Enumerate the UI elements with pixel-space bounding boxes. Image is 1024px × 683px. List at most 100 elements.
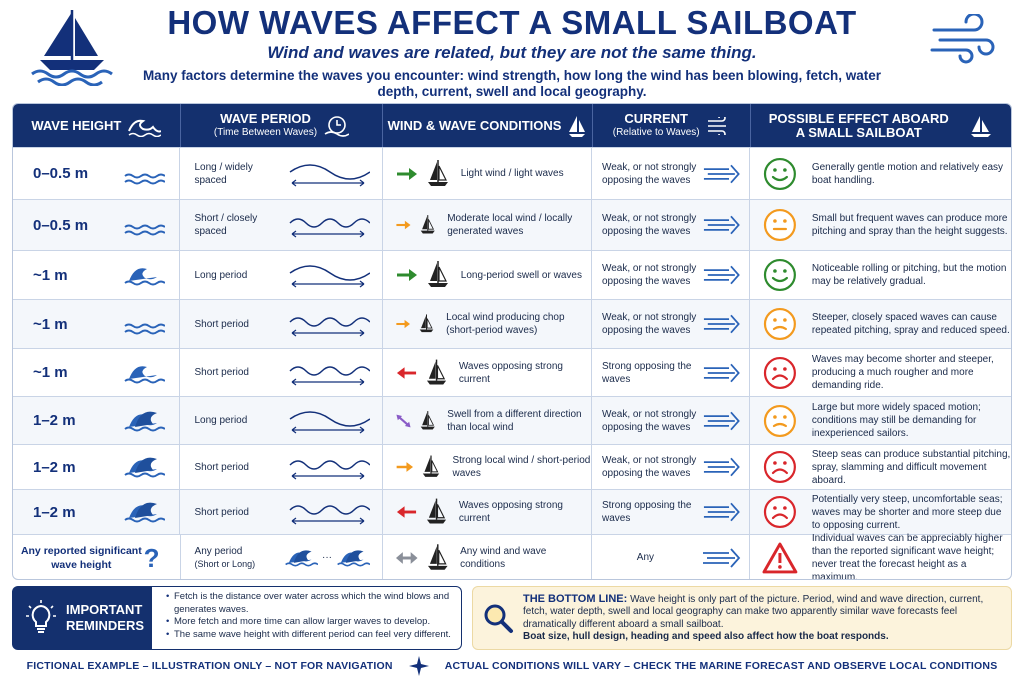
magnifier-icon — [473, 601, 523, 635]
wave-icon — [124, 457, 166, 478]
wave-period-icon — [289, 265, 370, 288]
wave-height-value: ~1 m — [33, 315, 68, 333]
table-body: 0–0.5 m Long / widely spaced Light wind / … — [13, 147, 1011, 579]
wave-height-cell: 1–2 m — [13, 490, 181, 534]
current-icon — [704, 215, 741, 235]
wave-height-cell: 1–2 m — [13, 445, 181, 489]
conditions-cell: Moderate local wind / locally generated … — [383, 200, 592, 250]
smiley-face-icon — [763, 307, 796, 341]
smiley-face-icon — [763, 450, 796, 484]
current-value: Weak, or not strongly opposing the waves — [601, 312, 697, 336]
wave-period-value: Short / closely spaced — [194, 213, 258, 237]
direction-arrow-icon — [395, 551, 418, 564]
wave-period-sub: (Short or Long) — [194, 558, 256, 569]
reminders-title: IMPORTANT — [66, 602, 143, 617]
current-icon — [704, 457, 741, 477]
conditions-value: Light wind / light waves — [460, 168, 564, 179]
wave-period-value: Short period — [194, 318, 249, 330]
sailboat-icon — [427, 261, 448, 287]
wave-period-value: Any period — [194, 545, 243, 557]
conditions-cell: Local wind producing chop (short-period … — [383, 300, 592, 348]
sailboat-icon — [426, 498, 446, 524]
smiley-face-icon — [763, 157, 796, 190]
current-icon — [707, 116, 726, 135]
effect-value: Potentially very steep, uncomfortable se… — [811, 493, 1003, 531]
sailboat-icon — [970, 115, 991, 137]
table-row: 1–2 m Short period Waves opposing strong c… — [13, 489, 1011, 534]
effect-value: Large but more widely spaced motion; con… — [811, 402, 981, 439]
wind-icon — [930, 14, 995, 64]
table-row: ~1 m Short period Local wind producing cho… — [13, 299, 1011, 348]
effect-value: Small but frequent waves can produce mor… — [811, 213, 1008, 237]
conditions-cell: Long-period swell or waves — [383, 251, 592, 299]
current-cell: Weak, or not strongly opposing the waves — [592, 200, 750, 250]
conditions-value: Swell from a different direction than lo… — [447, 408, 582, 433]
direction-arrow-icon — [396, 462, 413, 472]
current-icon — [704, 502, 741, 522]
current-icon — [704, 411, 741, 430]
conditions-cell: Waves opposing strong current — [383, 490, 592, 534]
direction-arrow-icon — [396, 319, 410, 329]
header-sublabel: (Time Between Waves) — [213, 126, 318, 138]
wave-icon — [124, 224, 166, 236]
header-label: WAVE HEIGHT — [31, 117, 122, 133]
conditions-cell: Any wind and wave conditions — [383, 535, 593, 579]
table-row: 1–2 m Long period Swell from a different d… — [13, 396, 1011, 444]
conditions-cell: Waves opposing strong current — [383, 349, 592, 396]
sailboat-icon — [427, 543, 448, 570]
reminder-item: More fetch and more time can allow large… — [166, 616, 453, 629]
current-icon — [704, 363, 741, 382]
wave-icon — [128, 119, 162, 137]
current-cell: Weak, or not strongly opposing the waves — [592, 397, 750, 444]
wave-period-icon — [289, 163, 370, 186]
sailboat-icon — [420, 410, 435, 429]
wave-period-cell: Long period — [180, 251, 383, 299]
effect-cell: Individual waves can be appreciably high… — [750, 533, 1011, 579]
bottom-line-text: THE BOTTOM LINE: Wave height is only par… — [523, 593, 1011, 644]
direction-arrow-icon — [396, 506, 416, 518]
sailboat-icon — [427, 159, 448, 186]
conditions-value: Waves opposing strong current — [458, 360, 563, 385]
current-cell: Weak, or not strongly opposing the waves — [592, 251, 750, 299]
wave-period-value: Long period — [194, 415, 248, 426]
wave-period-icon — [289, 218, 370, 238]
conditions-cell: Light wind / light waves — [383, 148, 592, 199]
header-label: WAVE PERIOD — [220, 110, 311, 126]
effect-cell: Large but more widely spaced motion; con… — [750, 397, 1011, 444]
smiley-face-icon — [763, 208, 796, 242]
effect-cell: Small but frequent waves can produce mor… — [750, 200, 1011, 250]
current-value: Weak, or not strongly opposing the waves — [601, 263, 697, 287]
reminders-list: Fetch is the distance over water across … — [152, 587, 461, 649]
wave-period-value: Short period — [194, 367, 249, 378]
tsunami-wave-icon: ··· — [284, 546, 371, 570]
current-icon — [703, 547, 741, 568]
wave-period-value: Long period — [194, 269, 248, 281]
current-value: Weak, or not strongly opposing the waves — [601, 408, 697, 433]
wave-period-cell: Any period (Short or Long) ··· — [181, 535, 384, 579]
header-conditions: WIND & WAVE CONDITIONS — [383, 104, 593, 147]
effect-cell: Steeper, closely spaced waves can cause … — [750, 300, 1011, 348]
wave-period-cell: Short period — [180, 445, 383, 489]
compass-rose-icon — [408, 656, 429, 676]
table-row: 0–0.5 m Long / widely spaced Light wind / … — [13, 147, 1011, 199]
wave-icon — [124, 268, 166, 286]
header-current: CURRENT (Relative to Waves) — [593, 104, 751, 147]
header-wave-height: WAVE HEIGHT — [13, 104, 181, 147]
bottom-line-body: Wave height is only part of the picture.… — [523, 593, 984, 630]
wave-height-value: 0–0.5 m — [33, 165, 89, 182]
wave-period-icon — [289, 365, 370, 385]
wave-height-value: 1–2 m — [33, 458, 76, 476]
wave-period-cell: Short period — [180, 490, 383, 534]
smiley-face-icon — [763, 495, 796, 529]
ellipsis-icon: ··· — [322, 552, 333, 563]
header-sublabel: (Relative to Waves) — [612, 126, 700, 138]
sailboat-icon — [569, 115, 586, 137]
sailboat-icon — [423, 455, 440, 477]
wave-height-cell: ~1 m — [13, 349, 181, 396]
effect-value: Noticeable rolling or pitching, but the … — [811, 263, 1007, 287]
current-value: Strong opposing the waves — [601, 360, 692, 385]
bottom-line-title: THE BOTTOM LINE: — [523, 592, 628, 605]
page-subtitle: Wind and waves are related, but they are… — [267, 43, 757, 62]
smiley-face-icon — [763, 258, 796, 292]
